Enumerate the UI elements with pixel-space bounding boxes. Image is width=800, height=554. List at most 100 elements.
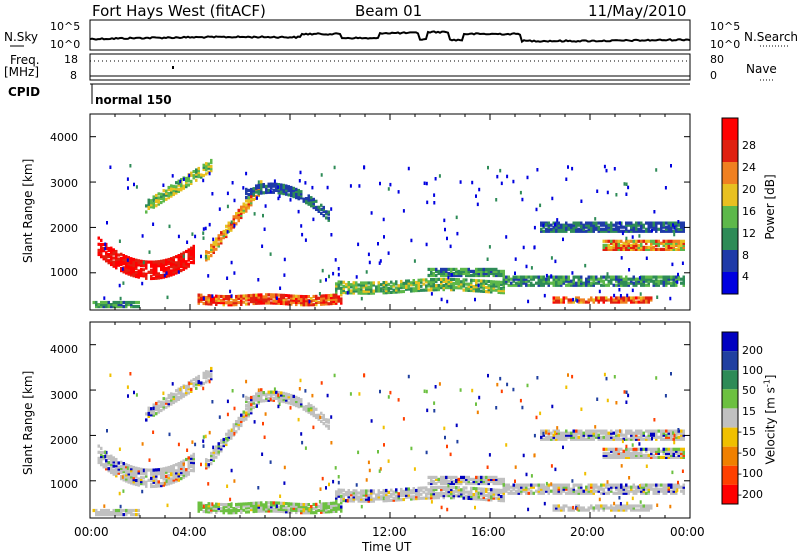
power-cell (320, 298, 323, 302)
power-cell (570, 223, 573, 227)
power-cell (650, 221, 653, 225)
velocity-cell (672, 447, 675, 451)
power-cell (130, 305, 133, 309)
power-cell (630, 247, 633, 251)
velocity-cell (387, 496, 390, 501)
power-cell (109, 165, 112, 169)
velocity-cell (642, 437, 645, 441)
velocity-cell (200, 505, 203, 509)
power-cell (582, 298, 585, 302)
power-cell (390, 290, 393, 294)
velocity-cell (340, 488, 343, 492)
velocity-cell (562, 485, 565, 489)
power-cell (125, 257, 128, 261)
velocity-ytick-1000: 1000 (50, 478, 78, 491)
velocity-cell (320, 502, 323, 506)
power-cell (317, 209, 320, 213)
velocity-cell (187, 391, 190, 395)
velocity-cell (519, 398, 522, 403)
power-cell (620, 283, 623, 287)
velocity-cell (667, 485, 670, 489)
velocity-cell (617, 435, 620, 439)
velocity-cell (467, 479, 470, 484)
velocity-cell (165, 401, 168, 405)
power-cell (105, 247, 108, 251)
velocity-cell (225, 436, 228, 440)
power-cell (135, 185, 138, 189)
power-cell (177, 234, 180, 239)
power-cell (177, 268, 180, 272)
power-cell (175, 263, 178, 267)
power-cell (547, 277, 550, 281)
power-cell (152, 205, 155, 209)
velocity-cell (572, 431, 575, 435)
velocity-cell (415, 495, 418, 499)
power-cell (185, 176, 188, 180)
power-cell (270, 301, 273, 305)
power-cell (140, 261, 143, 265)
power-cell (662, 221, 665, 225)
power-cell (332, 293, 335, 297)
velocity-cell (300, 509, 303, 513)
velocity-cell (647, 483, 650, 487)
velocity-cell (460, 477, 463, 481)
velocity-cell (240, 504, 243, 508)
velocity-cell (167, 480, 170, 484)
velocity-cell (527, 483, 530, 487)
velocity-cell (172, 466, 175, 470)
power-cell (460, 284, 463, 288)
velocity-cell (122, 464, 125, 468)
power-cell (283, 273, 286, 277)
power-cell (487, 273, 490, 278)
power-cell (187, 179, 190, 183)
power-cell (240, 298, 243, 302)
velocity-cell (570, 487, 573, 491)
power-cell (617, 281, 620, 285)
power-cell (480, 285, 483, 289)
velocity-cell (557, 433, 560, 437)
power-cell (635, 239, 638, 243)
velocity-cell (433, 409, 436, 413)
power-cell (635, 283, 638, 287)
power-cell (492, 269, 495, 273)
power-cell (247, 188, 250, 192)
power-cell (471, 180, 474, 185)
power-cell (117, 259, 120, 263)
power-cell (575, 223, 578, 227)
velocity-cell (472, 493, 475, 497)
power-cell (475, 281, 478, 285)
power-cell (120, 262, 123, 267)
velocity-cell (440, 487, 443, 491)
velocity-cell (480, 487, 483, 491)
velocity-cell (482, 491, 485, 495)
power-cell (567, 225, 570, 229)
power-cell (640, 247, 643, 251)
power-cell (467, 271, 470, 276)
power-cell (250, 203, 253, 207)
velocity-cell (287, 395, 290, 399)
power-cell (670, 247, 673, 251)
power-cell (358, 184, 361, 188)
power-cell (655, 168, 658, 172)
velocity-cell (547, 433, 550, 437)
velocity-cell (290, 395, 293, 400)
velocity-cell (550, 489, 553, 493)
velocity-cell (647, 485, 650, 489)
velocity-cell (467, 481, 470, 486)
power-cell (647, 296, 650, 300)
velocity-cell (552, 429, 555, 433)
velocity-cell (617, 504, 620, 508)
power-cell (665, 227, 668, 231)
velocity-cell (304, 446, 307, 450)
velocity-cell (165, 405, 168, 409)
velocity-cell (605, 433, 608, 437)
power-cell (277, 189, 280, 193)
velocity-cell (237, 502, 240, 506)
velocity-cell (177, 391, 180, 395)
power-cell (545, 279, 548, 283)
power-cell (452, 271, 455, 276)
velocity-cell (570, 489, 573, 493)
power-cell (222, 303, 225, 307)
power-cell (662, 243, 665, 247)
velocity-cell (350, 499, 353, 503)
